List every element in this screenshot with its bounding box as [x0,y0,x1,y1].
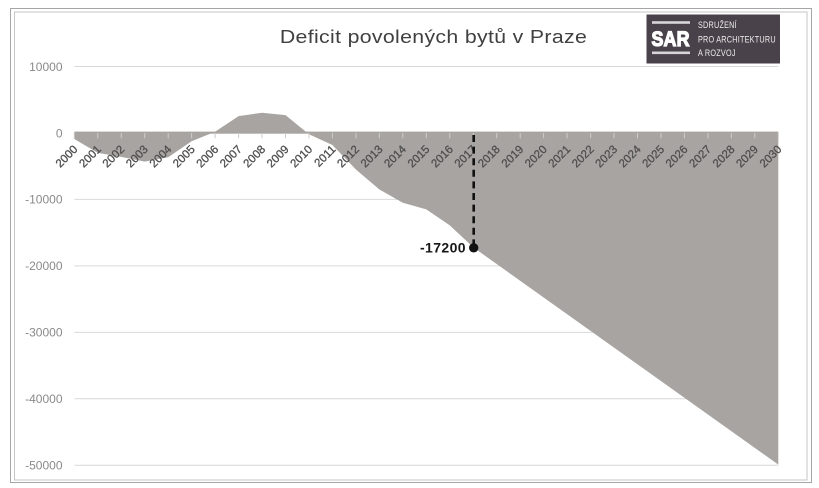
svg-text:2010: 2010 [289,144,316,171]
svg-text:10000: 10000 [29,60,63,74]
svg-text:SAR: SAR [652,28,690,52]
svg-text:A ROZVOJ: A ROZVOJ [698,47,736,58]
svg-text:-30000: -30000 [25,326,63,340]
svg-text:2009: 2009 [265,144,292,171]
svg-text:-40000: -40000 [25,392,63,406]
svg-text:SDRUŽENÍ: SDRUŽENÍ [698,19,737,30]
svg-text:-17200: -17200 [420,239,466,255]
svg-text:-10000: -10000 [25,193,63,207]
svg-text:Deficit povolených bytů v Praz: Deficit povolených bytů v Praze [280,27,587,47]
svg-text:2000: 2000 [54,144,81,171]
svg-text:2011: 2011 [313,144,339,170]
svg-text:-20000: -20000 [25,259,63,273]
svg-text:2007: 2007 [218,144,245,171]
svg-text:2008: 2008 [242,144,269,171]
svg-text:-50000: -50000 [25,459,63,473]
svg-text:PRO ARCHITEKTURU: PRO ARCHITEKTURU [698,33,776,44]
svg-text:0: 0 [56,126,63,140]
svg-text:2006: 2006 [195,144,222,171]
